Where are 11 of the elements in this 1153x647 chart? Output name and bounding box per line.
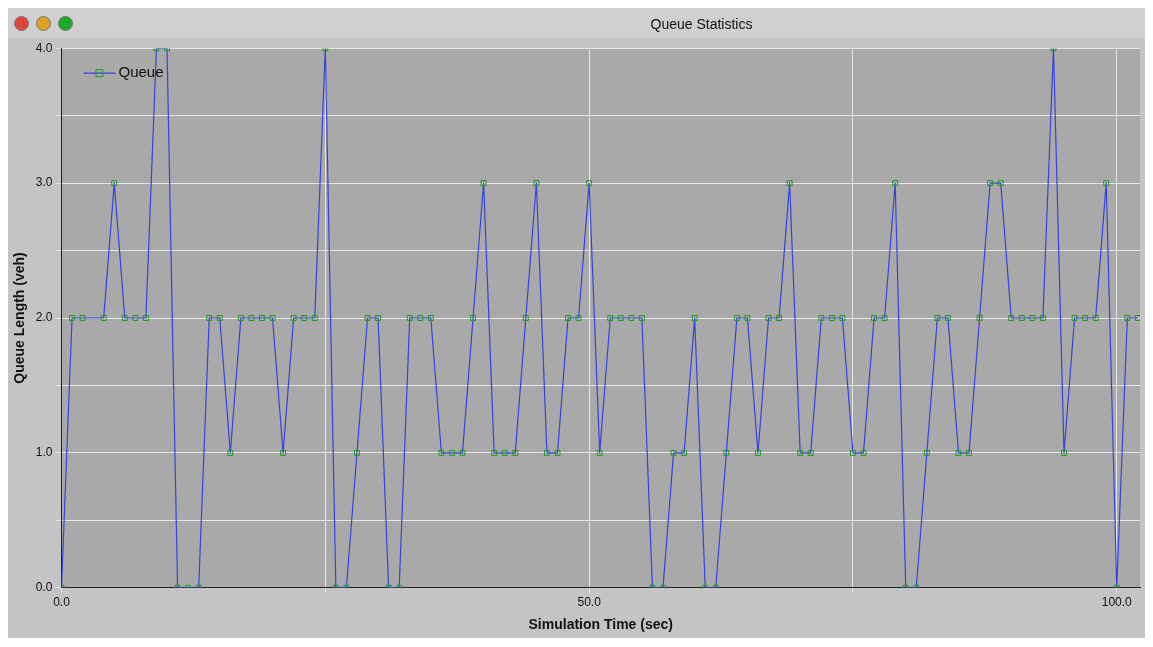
y-tick-label: 1.0 [35,445,53,460]
y-axis-title: Queue Length (veh) [11,252,28,384]
y-tick-label: 4.0 [35,40,53,55]
chart-title: Queue Statistics [649,16,754,32]
y-tick-label: 0.0 [35,580,53,595]
x-tick-label: 50.0 [577,595,602,610]
x-axis-title: Simulation Time (sec) [528,616,673,633]
x-tick-label: 100.0 [1101,595,1133,610]
x-tick-label: 0.0 [53,595,71,610]
y-tick-label: 3.0 [35,175,53,190]
y-tick-label: 2.0 [35,310,53,325]
